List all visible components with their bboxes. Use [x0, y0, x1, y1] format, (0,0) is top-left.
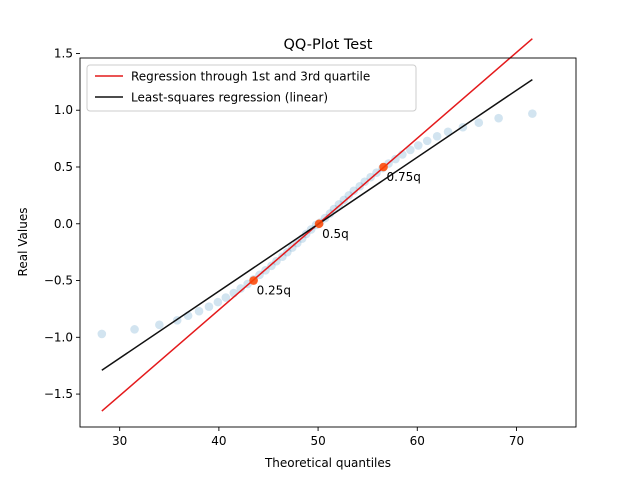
plot-frame: [79, 57, 577, 428]
x-tick-label: 70: [509, 434, 524, 448]
y-tick-label: 0.5: [54, 160, 73, 174]
legend-box: [86, 64, 417, 112]
data-point: [97, 329, 107, 339]
data-point: [360, 177, 370, 187]
data-point: [221, 293, 231, 302]
data-point: [494, 113, 503, 123]
quantile-markers: 0.25q 0.5q 0.75q: [249, 162, 421, 298]
data-point: [443, 127, 453, 137]
data-point: [406, 145, 415, 155]
quantile-label: 0.75q: [387, 170, 421, 184]
y-tick-label: 0.0: [54, 217, 73, 231]
y-axis: −1.5 −1.0 −0.5 0.0 0.5 1.0 1.5: [44, 46, 80, 401]
legend-label-least-squares: Least-squares regression (linear): [131, 91, 328, 105]
x-tick-label: 50: [310, 434, 325, 448]
data-point: [366, 172, 375, 182]
data-point: [432, 132, 442, 141]
quantile-marker: [314, 219, 324, 229]
data-point: [194, 306, 204, 316]
x-tick-label: 30: [112, 434, 127, 448]
quantile-marker: [379, 162, 388, 172]
quantile-label: 0.5q: [322, 227, 349, 241]
data-point: [413, 141, 423, 150]
data-point: [344, 191, 354, 200]
data-point: [391, 154, 400, 164]
data-point: [278, 252, 287, 261]
data-point: [155, 320, 164, 330]
quantile-label: 0.25q: [257, 284, 291, 298]
data-point: [528, 109, 537, 118]
data-point: [334, 200, 344, 209]
data-point: [422, 136, 432, 146]
x-axis: 30 40 50 60 70: [112, 427, 524, 448]
data-point: [339, 195, 349, 205]
y-tick-label: −1.5: [44, 387, 73, 401]
y-tick-label: −0.5: [44, 274, 73, 288]
data-point: [329, 204, 339, 214]
y-tick-label: −1.0: [44, 330, 73, 344]
legend-label-quartile-regression: Regression through 1st and 3rd quartile: [131, 70, 370, 84]
y-tick-label: 1.0: [54, 103, 73, 117]
x-tick-label: 40: [211, 434, 226, 448]
y-axis-label: Real Values: [16, 208, 30, 277]
data-point: [474, 118, 484, 128]
quantile-marker: [249, 276, 258, 285]
chart-title: QQ-Plot Test: [284, 37, 373, 53]
data-point: [236, 284, 246, 293]
data-point: [130, 325, 139, 334]
y-tick-label: 1.5: [54, 46, 73, 60]
x-axis-label: Theoretical quantiles: [264, 456, 391, 470]
data-point: [204, 302, 214, 311]
data-point: [355, 181, 365, 191]
data-point: [283, 247, 292, 257]
data-point: [349, 186, 359, 196]
x-tick-label: 60: [410, 434, 425, 448]
legend: Regression through 1st and 3rd quartile …: [86, 64, 417, 112]
data-point: [213, 297, 223, 307]
data-point: [267, 261, 276, 271]
